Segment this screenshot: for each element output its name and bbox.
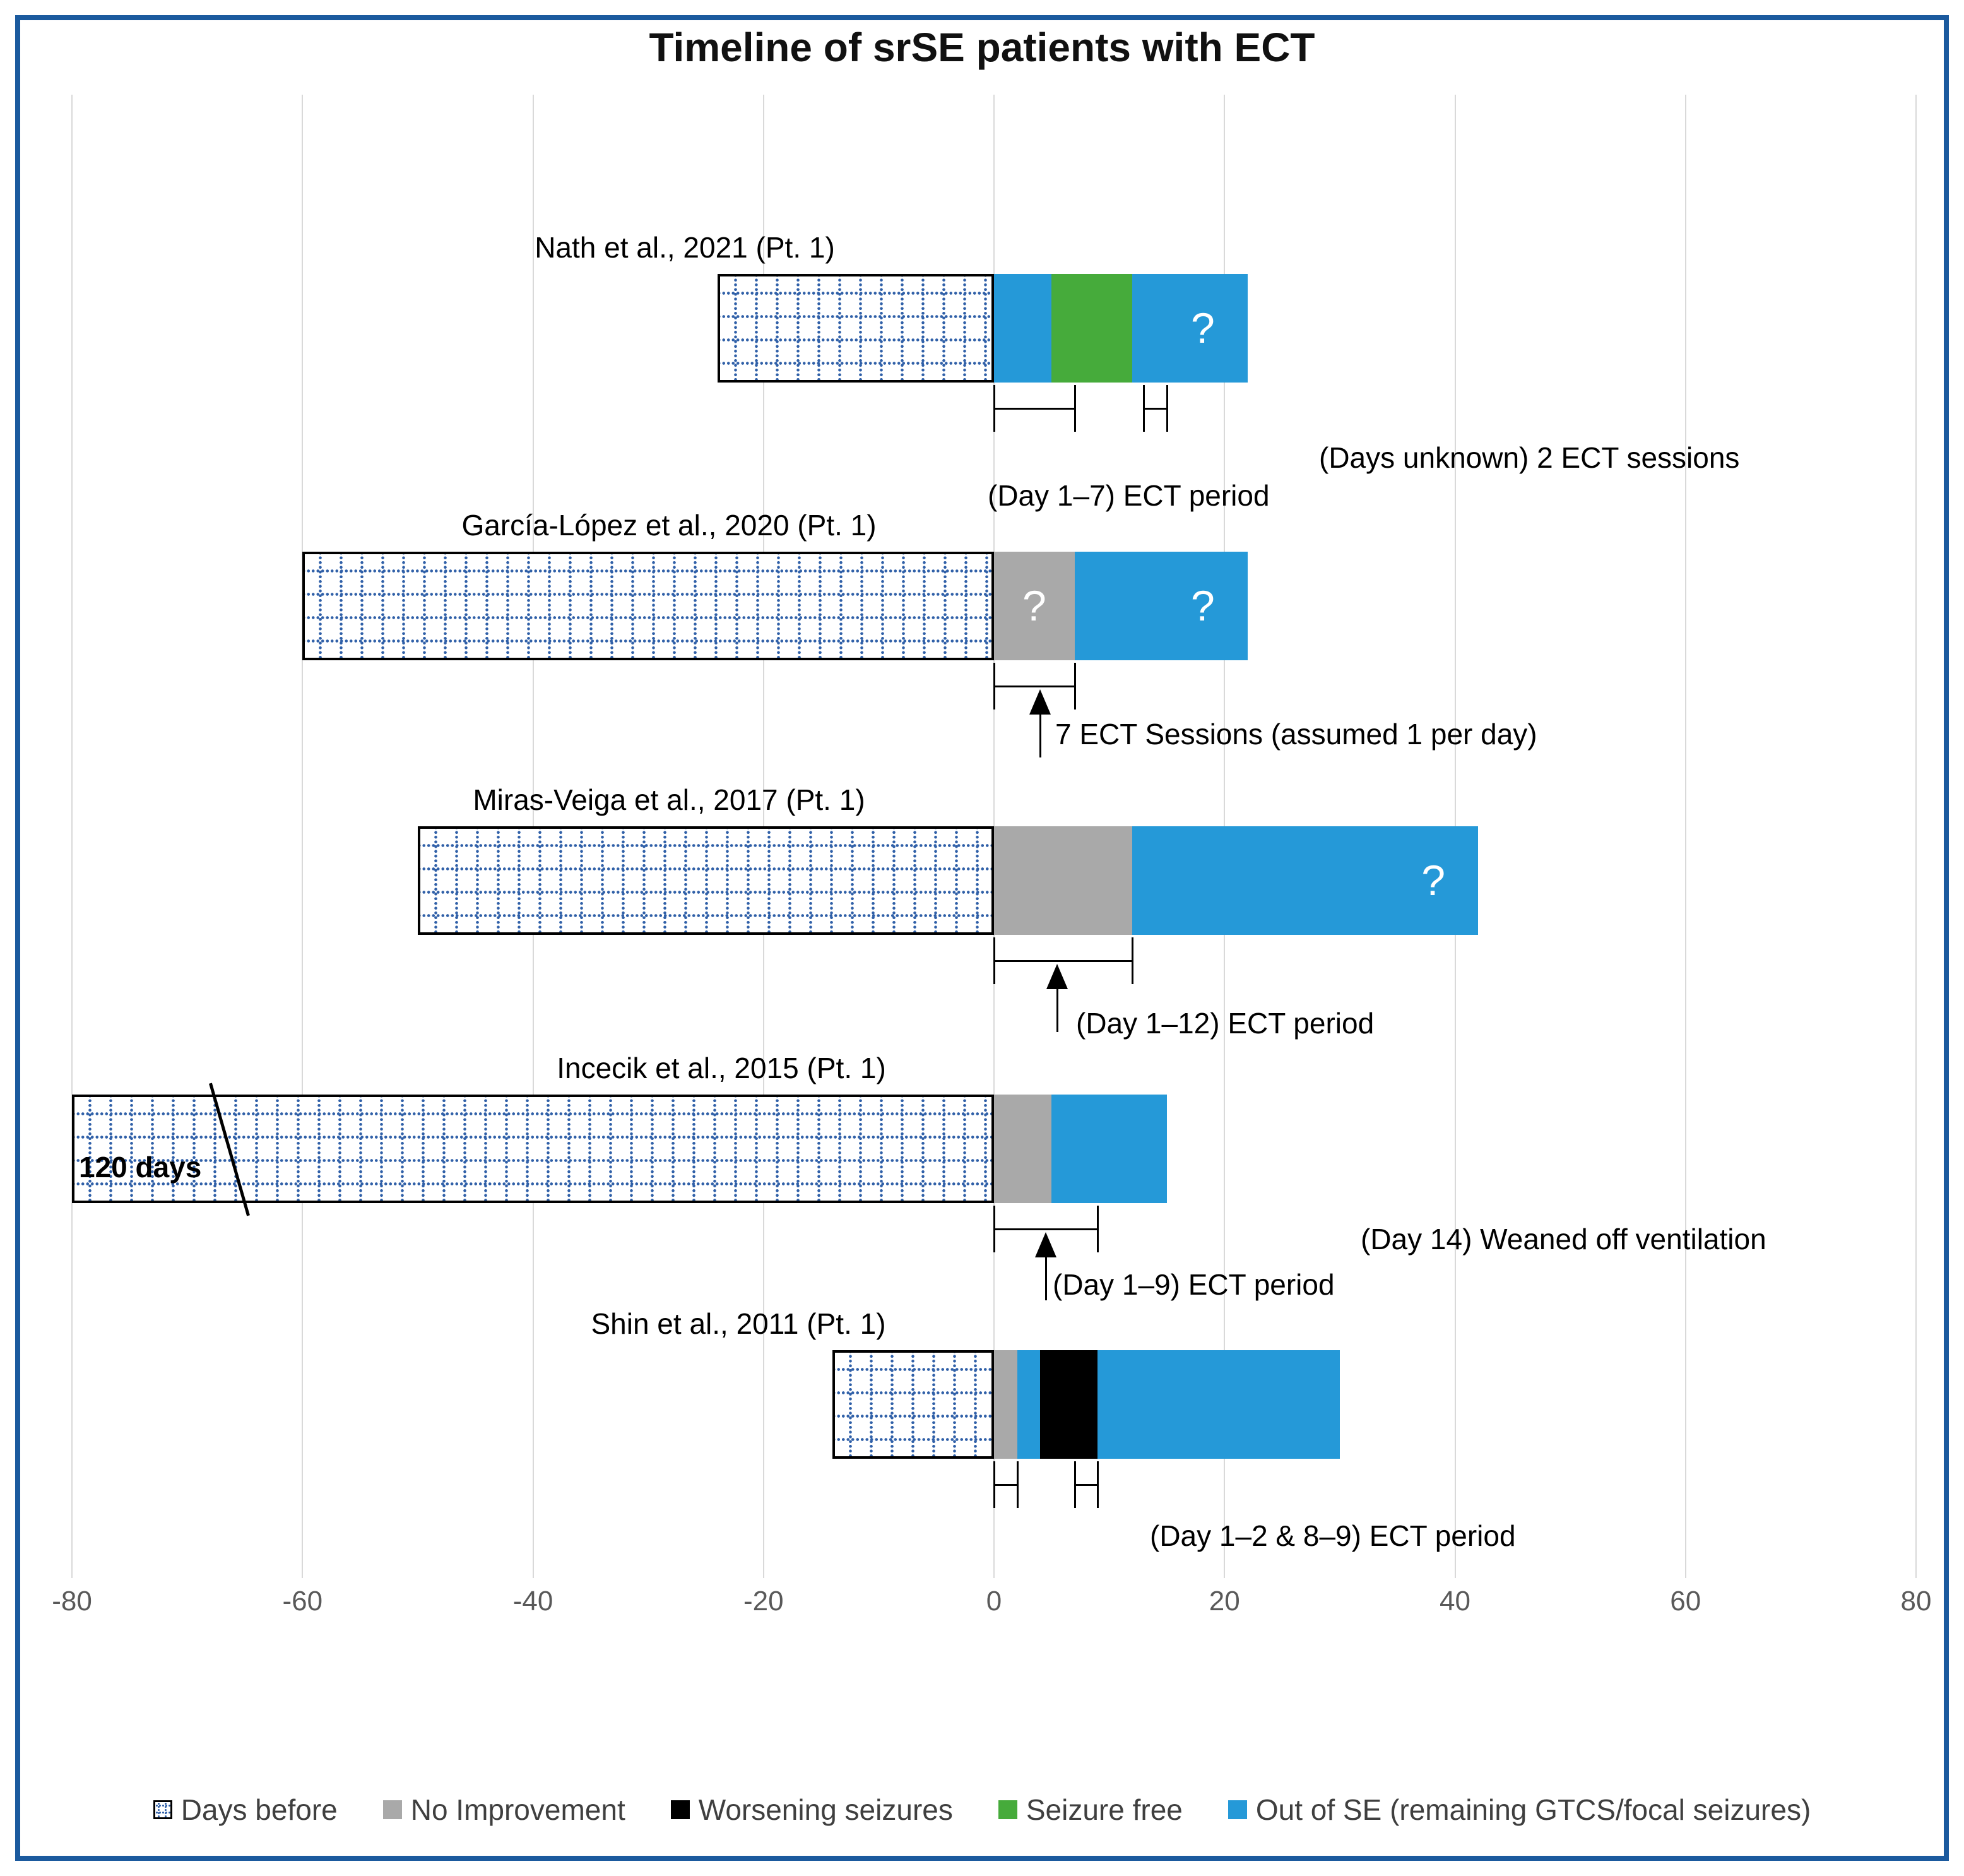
segment-days-before [717,274,994,383]
ect-bracket-line [994,1228,1098,1230]
legend-item-no-improvement: No Improvement [382,1793,625,1827]
legend-label: No Improvement [410,1793,625,1826]
question-mark: ? [1190,582,1215,630]
legend-swatch-out-of-se [1228,1800,1247,1819]
annotation-arrow-head [1046,964,1068,989]
annotation-arrow-stem [1039,713,1042,757]
annotation-text: (Day 1–9) ECT period [1053,1268,1335,1301]
legend-swatch-seizure-free [998,1800,1017,1819]
segment-out-of-se: ? [1132,826,1479,935]
axis-tick-label: 0 [986,1586,1002,1617]
legend-item-worsening: Worsening seizures [670,1793,953,1827]
question-mark: ? [1022,582,1046,630]
gridline [1915,95,1917,1578]
ect-bracket-line [994,1484,1017,1486]
gridline [1684,95,1686,1578]
axis-tick-label: 60 [1670,1586,1701,1617]
legend-item-days-before: Days before [153,1793,338,1827]
annotation-arrow-head [1029,689,1051,715]
segment-seizure-free [1051,274,1133,383]
legend-item-out-of-se: Out of SE (remaining GTCS/focal seizures… [1228,1793,1811,1827]
ect-bracket-tick [1097,1461,1099,1508]
segment-no-improvement [994,826,1133,935]
series-label: Shin et al., 2011 (Pt. 1) [591,1307,886,1340]
question-mark: ? [1190,304,1215,352]
series-label: Nath et al., 2021 (Pt. 1) [535,231,835,264]
axis-tick-label: -60 [282,1586,323,1617]
legend-label: Seizure free [1026,1793,1183,1826]
series-label: García-López et al., 2020 (Pt. 1) [461,509,877,542]
ect-bracket-line [1074,1484,1098,1486]
ect-bracket-tick [1074,663,1076,709]
ect-bracket-tick [1016,1461,1019,1508]
legend-swatch-no-improvement [382,1800,402,1819]
segment-days-before [72,1095,994,1203]
ect-bracket-tick [1097,1206,1099,1252]
segment-no-improvement [994,1350,1017,1459]
annotation-arrow-stem [1056,988,1059,1032]
annotation-arrow-stem [1045,1256,1048,1300]
ect-bracket-tick [1132,937,1134,984]
annotation-text: (Day 1–7) ECT period [988,479,1270,512]
legend-label: Days before [180,1793,338,1826]
ect-bracket-line [1144,408,1167,410]
ect-bracket-tick [1166,385,1168,432]
annotation-text: (Day 14) Weaned off ventilation [1361,1223,1766,1256]
gridline [71,95,73,1578]
ect-bracket-line [994,408,1075,410]
legend: Days before No Improvement Worsening seizu… [0,1793,1964,1827]
segment-out-of-se: ? [1132,274,1248,383]
segment-out-of-se: ? [1074,552,1248,660]
legend-swatch-days-before [153,1800,172,1819]
axis-break-label: 120 days [79,1151,202,1184]
legend-item-seizure-free: Seizure free [998,1793,1183,1827]
segment-no-improvement [994,1095,1052,1203]
segment-days-before [302,552,994,660]
gridline [302,95,304,1578]
annotation-arrow-head [1035,1232,1057,1257]
series-label: Incecik et al., 2015 (Pt. 1) [557,1052,886,1084]
series-label: Miras-Veiga et al., 2017 (Pt. 1) [473,783,865,816]
axis-tick-label: 20 [1209,1586,1240,1617]
axis-tick-label: 80 [1900,1586,1932,1617]
legend-label: Worsening seizures [698,1793,953,1826]
ect-bracket-line [994,960,1133,962]
annotation-text: (Day 1–2 & 8–9) ECT period [1150,1519,1516,1552]
ect-bracket-tick [1074,385,1076,432]
segment-out-of-se [1097,1350,1340,1459]
segment-no-improvement: ? [994,552,1075,660]
chart-title: Timeline of srSE patients with ECT [649,25,1315,70]
question-mark: ? [1421,857,1446,905]
axis-tick-label: -80 [52,1586,92,1617]
axis-tick-label: -40 [512,1586,553,1617]
segment-days-before [832,1350,994,1459]
legend-label: Out of SE (remaining GTCS/focal seizures… [1255,1793,1811,1826]
annotation-text: 7 ECT Sessions (assumed 1 per day) [1055,718,1537,751]
segment-out-of-se [1051,1095,1167,1203]
axis-tick-label: -20 [743,1586,784,1617]
axis-tick-label: 40 [1440,1586,1470,1617]
annotation-text: (Day 1–12) ECT period [1076,1007,1375,1040]
annotation-text: (Days unknown) 2 ECT sessions [1319,441,1740,474]
segment-days-before [417,826,994,935]
legend-swatch-worsening [670,1800,690,1819]
segment-worsening [1040,1350,1098,1459]
segment-out-of-se [994,274,1052,383]
segment-out-of-se [1017,1350,1041,1459]
ect-bracket-line [994,686,1075,687]
